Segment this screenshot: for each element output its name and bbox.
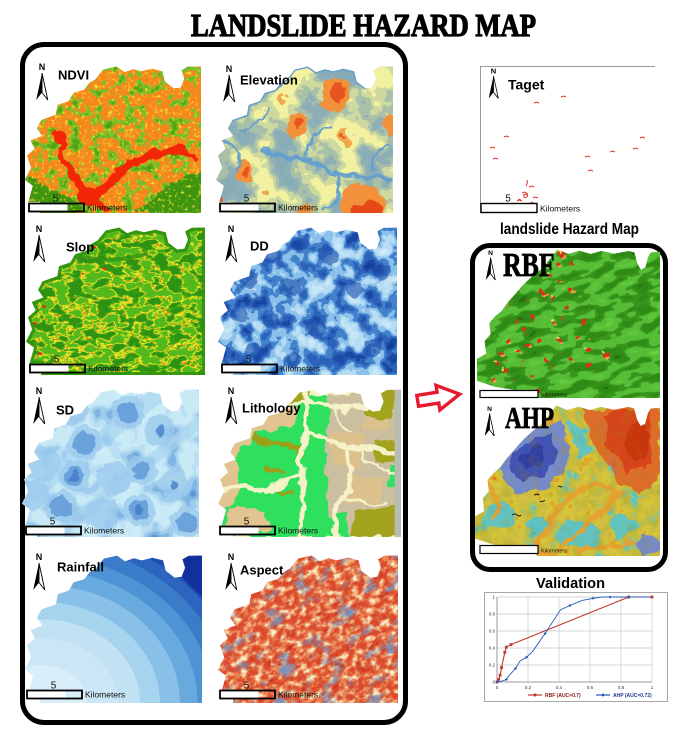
svg-text:N: N xyxy=(228,224,235,234)
svg-text:DD: DD xyxy=(250,239,269,254)
svg-text:N: N xyxy=(36,224,43,234)
svg-text:N: N xyxy=(491,67,496,76)
svg-text:5: 5 xyxy=(246,355,252,366)
svg-text:0.8: 0.8 xyxy=(489,612,496,617)
svg-text:Kilometers: Kilometers xyxy=(85,690,125,700)
svg-text:1: 1 xyxy=(651,685,654,690)
svg-text:5: 5 xyxy=(51,681,57,692)
svg-text:Kilometers: Kilometers xyxy=(278,690,318,700)
svg-text:AHP (AUC=0.72): AHP (AUC=0.72) xyxy=(613,693,652,699)
svg-text:1: 1 xyxy=(492,595,495,600)
svg-text:5: 5 xyxy=(244,194,250,205)
svg-text:Elevation: Elevation xyxy=(240,73,298,88)
svg-text:5: 5 xyxy=(244,517,250,528)
svg-text:0.4: 0.4 xyxy=(556,685,563,690)
svg-text:5: 5 xyxy=(505,194,511,205)
svg-text:Slop: Slop xyxy=(66,240,94,255)
svg-text:Aspect: Aspect xyxy=(240,563,284,578)
svg-text:Kilometers: Kilometers xyxy=(280,364,320,374)
svg-text:N: N xyxy=(488,250,493,257)
svg-text:0.8: 0.8 xyxy=(618,685,625,690)
svg-text:Rainfall: Rainfall xyxy=(57,560,104,575)
svg-text:Kilometers: Kilometers xyxy=(278,203,318,213)
svg-text:N: N xyxy=(228,552,235,562)
svg-text:N: N xyxy=(228,386,235,396)
svg-text:5: 5 xyxy=(53,194,59,205)
svg-text:5: 5 xyxy=(50,517,56,528)
svg-text:Kilometers: Kilometers xyxy=(88,364,128,374)
svg-text:SD: SD xyxy=(56,403,74,418)
svg-text:Kilometers: Kilometers xyxy=(84,526,124,536)
svg-text:NDVI: NDVI xyxy=(58,68,89,83)
svg-text:N: N xyxy=(487,406,492,413)
svg-text:Taget: Taget xyxy=(508,77,545,93)
svg-text:5: 5 xyxy=(244,681,250,692)
svg-text:Kilometers: Kilometers xyxy=(540,204,580,214)
svg-text:0: 0 xyxy=(496,685,499,690)
svg-text:0.4: 0.4 xyxy=(489,646,496,651)
svg-text:RBF (AUC=0.7): RBF (AUC=0.7) xyxy=(545,693,581,699)
svg-text:N: N xyxy=(39,62,46,72)
svg-text:Kilometers: Kilometers xyxy=(541,549,567,555)
svg-text:Kilometers: Kilometers xyxy=(278,526,318,536)
svg-text:0.2: 0.2 xyxy=(525,685,532,690)
svg-text:Lithology: Lithology xyxy=(242,401,301,416)
svg-text:0.2: 0.2 xyxy=(489,663,496,668)
svg-text:Kilometers: Kilometers xyxy=(87,203,127,213)
svg-text:N: N xyxy=(226,64,233,74)
svg-text:0.6: 0.6 xyxy=(489,629,496,634)
svg-text:0.6: 0.6 xyxy=(587,685,594,690)
svg-text:Kilometers: Kilometers xyxy=(541,393,567,399)
svg-text:N: N xyxy=(36,386,43,396)
svg-text:0: 0 xyxy=(492,680,495,685)
svg-text:5: 5 xyxy=(54,355,60,366)
svg-text:N: N xyxy=(36,552,43,562)
